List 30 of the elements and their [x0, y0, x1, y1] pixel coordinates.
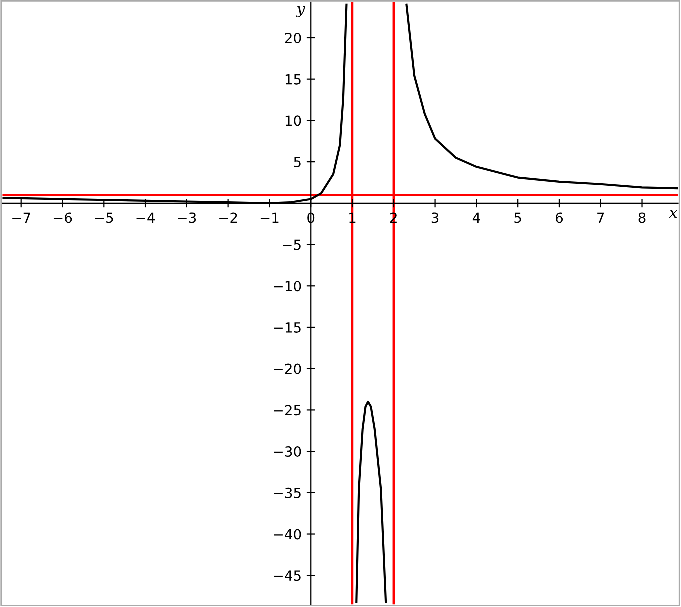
y-tick-label: −35 [274, 488, 301, 498]
x-tick-label: −3 [178, 212, 196, 224]
x-tick-label: −2 [220, 212, 238, 223]
x-tick-label: −5 [95, 212, 114, 224]
x-tick-label: 3 [432, 212, 439, 224]
y-tick-label: −20 [274, 364, 302, 374]
y-axis-title: y [296, 6, 306, 18]
x-tick-label: −4 [136, 212, 155, 223]
y-tick-label: −15 [274, 322, 301, 333]
line-series [406, 4, 678, 190]
y-tick-label: −5 [283, 240, 301, 250]
x-tick-label: −1 [260, 212, 279, 223]
x-tick-label: 6 [556, 212, 564, 224]
x-tick-label: −6 [54, 212, 72, 224]
x-tick-label: 5 [514, 212, 522, 224]
x-tick-label: 8 [638, 212, 646, 224]
y-tick-label: 15 [286, 74, 301, 85]
x-tick-label: 7 [598, 212, 604, 223]
x-tick-label: −7 [12, 212, 30, 223]
x-axis-title: x [669, 210, 678, 218]
y-tick-label: −10 [274, 281, 302, 292]
y-tick-label: −40 [274, 529, 302, 540]
y-tick-label: 20 [285, 32, 302, 44]
y-tick-label: 10 [286, 116, 302, 126]
y-tick-label: −25 [274, 405, 301, 416]
y-tick-label: −45 [274, 570, 301, 582]
x-tick-label: 4 [472, 212, 480, 223]
y-tick-label: 5 [294, 157, 301, 168]
line-series [356, 400, 388, 604]
y-tick-label: −30 [274, 446, 302, 458]
